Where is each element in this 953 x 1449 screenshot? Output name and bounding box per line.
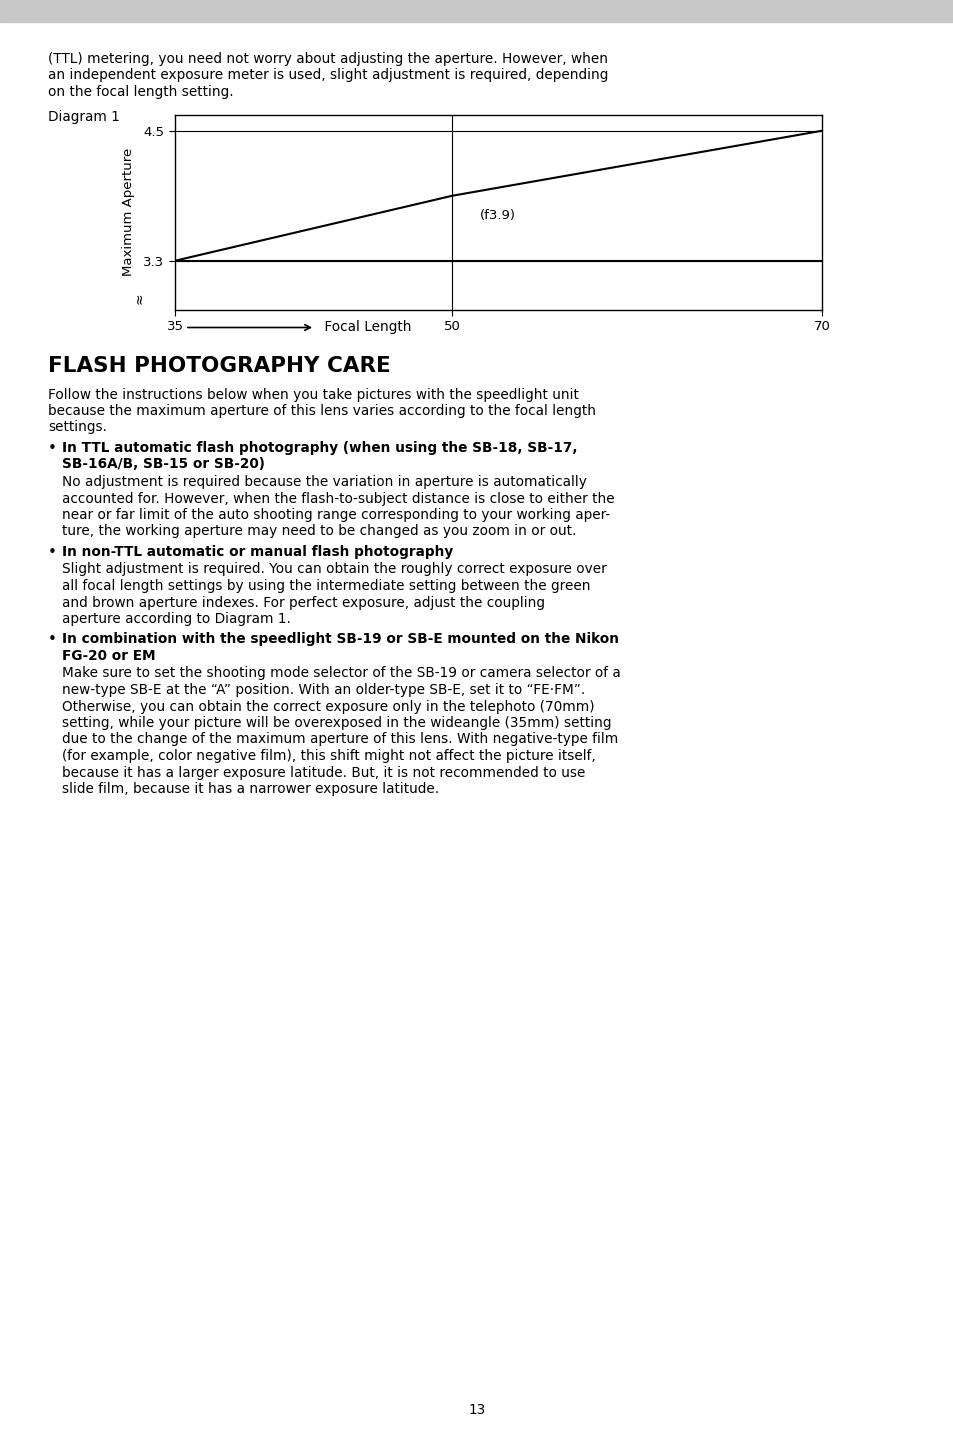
Text: (TTL) metering, you need not worry about adjusting the aperture. However, when: (TTL) metering, you need not worry about… bbox=[48, 52, 607, 67]
Text: •: • bbox=[48, 633, 57, 648]
Text: an independent exposure meter is used, slight adjustment is required, depending: an independent exposure meter is used, s… bbox=[48, 68, 608, 83]
Text: In non-TTL automatic or manual flash photography: In non-TTL automatic or manual flash pho… bbox=[62, 545, 453, 559]
Text: because the maximum aperture of this lens varies according to the focal length: because the maximum aperture of this len… bbox=[48, 404, 596, 417]
Text: ture, the working aperture may need to be changed as you zoom in or out.: ture, the working aperture may need to b… bbox=[62, 525, 576, 539]
Y-axis label: Maximum Aperture: Maximum Aperture bbox=[122, 148, 135, 277]
Text: slide film, because it has a narrower exposure latitude.: slide film, because it has a narrower ex… bbox=[62, 782, 438, 796]
Text: In TTL automatic flash photography (when using the SB-18, SB-17,: In TTL automatic flash photography (when… bbox=[62, 440, 577, 455]
Text: settings.: settings. bbox=[48, 420, 107, 435]
Text: •: • bbox=[48, 545, 57, 559]
Text: In combination with the speedlight SB-19 or SB-E mounted on the Nikon: In combination with the speedlight SB-19… bbox=[62, 633, 618, 646]
Text: because it has a larger exposure latitude. But, it is not recommended to use: because it has a larger exposure latitud… bbox=[62, 765, 585, 780]
Text: Follow the instructions below when you take pictures with the speedlight unit: Follow the instructions below when you t… bbox=[48, 387, 578, 401]
Text: Slight adjustment is required. You can obtain the roughly correct exposure over: Slight adjustment is required. You can o… bbox=[62, 562, 606, 577]
Text: (f3.9): (f3.9) bbox=[479, 209, 516, 222]
Text: near or far limit of the auto shooting range corresponding to your working aper-: near or far limit of the auto shooting r… bbox=[62, 509, 610, 522]
Text: ≈: ≈ bbox=[132, 293, 146, 304]
Text: FG-20 or EM: FG-20 or EM bbox=[62, 649, 155, 664]
Text: Make sure to set the shooting mode selector of the SB-19 or camera selector of a: Make sure to set the shooting mode selec… bbox=[62, 667, 620, 681]
Text: new-type SB-E at the “A” position. With an older-type SB-E, set it to “FE·FM”.: new-type SB-E at the “A” position. With … bbox=[62, 682, 584, 697]
Text: and brown aperture indexes. For perfect exposure, adjust the coupling: and brown aperture indexes. For perfect … bbox=[62, 596, 544, 610]
Text: FLASH PHOTOGRAPHY CARE: FLASH PHOTOGRAPHY CARE bbox=[48, 355, 391, 375]
Text: 13: 13 bbox=[468, 1403, 485, 1417]
Bar bbox=[0, 0, 953, 22]
Text: aperture according to Diagram 1.: aperture according to Diagram 1. bbox=[62, 611, 291, 626]
Text: Diagram 1: Diagram 1 bbox=[48, 110, 120, 123]
Text: due to the change of the maximum aperture of this lens. With negative-type film: due to the change of the maximum apertur… bbox=[62, 733, 618, 746]
Text: SB-16A/B, SB-15 or SB-20): SB-16A/B, SB-15 or SB-20) bbox=[62, 458, 265, 471]
Text: all focal length settings by using the intermediate setting between the green: all focal length settings by using the i… bbox=[62, 580, 590, 593]
Text: (for example, color negative film), this shift might not affect the picture itse: (for example, color negative film), this… bbox=[62, 749, 595, 764]
Text: setting, while your picture will be overexposed in the wideangle (35mm) setting: setting, while your picture will be over… bbox=[62, 716, 611, 730]
Text: Focal Length: Focal Length bbox=[319, 320, 411, 335]
Text: on the focal length setting.: on the focal length setting. bbox=[48, 85, 233, 99]
Text: Otherwise, you can obtain the correct exposure only in the telephoto (70mm): Otherwise, you can obtain the correct ex… bbox=[62, 700, 594, 713]
Text: •: • bbox=[48, 440, 57, 456]
Text: accounted for. However, when the flash-to-subject distance is close to either th: accounted for. However, when the flash-t… bbox=[62, 491, 614, 506]
Text: No adjustment is required because the variation in aperture is automatically: No adjustment is required because the va… bbox=[62, 475, 586, 488]
